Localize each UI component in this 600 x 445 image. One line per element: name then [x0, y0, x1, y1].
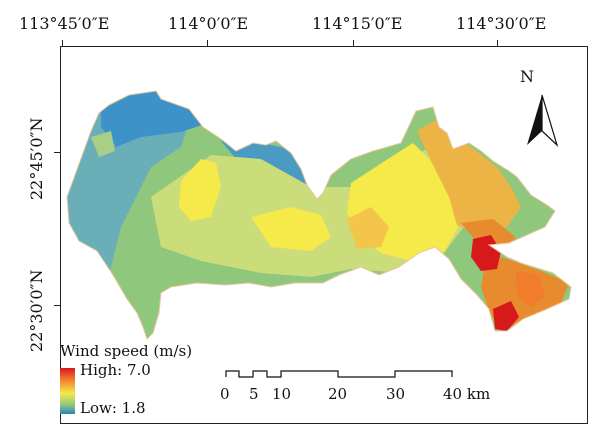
- scale-label-20: 20: [328, 385, 348, 403]
- field-gold-2: [417, 117, 521, 235]
- map-frame: [60, 46, 588, 424]
- scale-label-5: 5: [249, 385, 259, 403]
- longitude-label-1: 113°45′0″E: [19, 14, 110, 33]
- scale-bar: [225, 370, 453, 378]
- field-red-2: [493, 301, 519, 331]
- field-gold-1: [347, 207, 389, 249]
- latitude-label-2: 22°30′0″N: [27, 269, 46, 352]
- top-tick: [62, 40, 63, 46]
- longitude-label-4: 114°30′0″E: [456, 14, 547, 33]
- region-outline: [66, 90, 572, 340]
- field-yellow-1: [179, 159, 221, 221]
- top-tick: [207, 40, 208, 46]
- longitude-label-3: 114°15′0″E: [312, 14, 403, 33]
- wind-speed-map: [66, 90, 572, 378]
- scale-label-0: 0: [220, 385, 230, 403]
- field-red-1: [471, 235, 501, 271]
- top-tick: [353, 40, 354, 46]
- scale-label-40: 40 km: [443, 385, 491, 403]
- left-tick: [54, 305, 60, 306]
- legend-color-ramp: [60, 368, 75, 414]
- legend-high-label: High: 7.0: [80, 361, 151, 379]
- left-tick: [54, 152, 60, 153]
- field-orange-3: [516, 271, 545, 307]
- scale-label-30: 30: [386, 385, 406, 403]
- legend-low-label: Low: 1.8: [80, 399, 146, 417]
- north-arrow-icon: [527, 94, 559, 147]
- field-island: [91, 131, 115, 157]
- top-tick: [497, 40, 498, 46]
- field-yellow-2: [251, 207, 331, 251]
- scale-label-10: 10: [272, 385, 292, 403]
- legend-title: Wind speed (m/s): [60, 342, 193, 360]
- latitude-label-1: 22°45′0″N: [27, 117, 46, 200]
- north-label: N: [520, 67, 534, 86]
- longitude-label-2: 114°0′0″E: [168, 14, 249, 33]
